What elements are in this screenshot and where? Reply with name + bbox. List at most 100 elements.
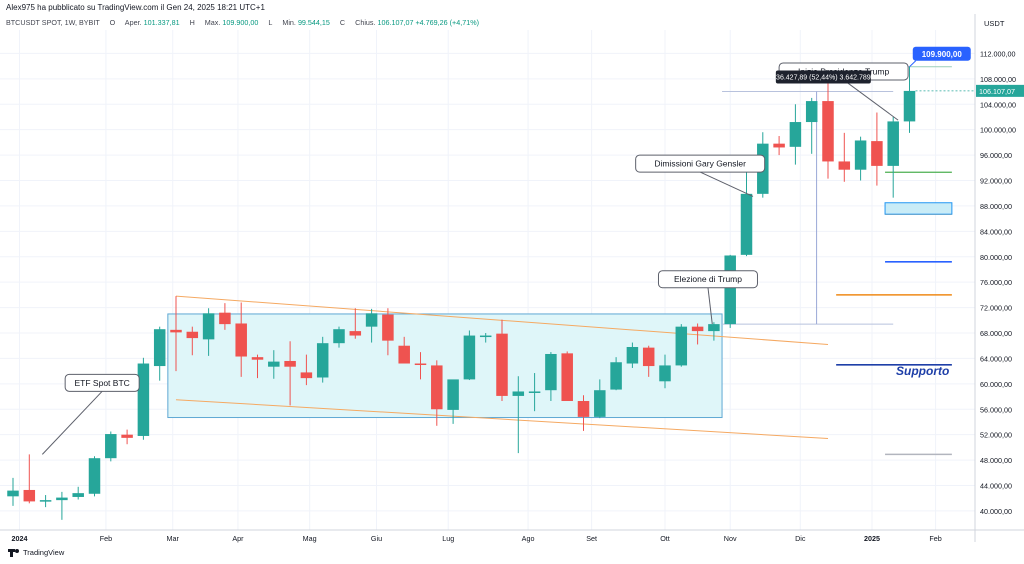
candle-body (854, 140, 867, 170)
y-tick-label: 100.000,00 (980, 126, 1016, 135)
candle-body (887, 121, 899, 166)
y-tick-label: 60.000,00 (980, 380, 1012, 389)
high-value: 109.900,00 (222, 18, 259, 27)
y-tick-label: 72.000,00 (980, 304, 1012, 313)
current-price-badge-label: 106.107,07 (979, 87, 1015, 96)
close-value: 106.107,07 (377, 18, 414, 27)
close-c: C (339, 18, 346, 27)
annotation-label: Elezione di Trump (674, 274, 742, 284)
annotation-pointer (707, 287, 713, 325)
x-tick-label: 2025 (864, 534, 880, 543)
published-by: Alex975 ha pubblicato su TradingView.com… (6, 3, 265, 12)
annotation-pointer (41, 390, 103, 455)
x-tick-label: Set (586, 534, 597, 543)
candle-body (365, 313, 378, 327)
high-h: H (189, 18, 195, 27)
currency-label: USDT (984, 19, 1005, 28)
low-value: 99.544,15 (297, 18, 330, 27)
y-tick-label: 112.000,00 (980, 49, 1015, 58)
tradingview-icon (8, 548, 20, 557)
y-tick-label: 80.000,00 (980, 253, 1012, 262)
candle-body (691, 326, 704, 332)
y-tick-label: 56.000,00 (980, 405, 1012, 414)
support-label: Supporto (896, 364, 950, 378)
x-tick-label: 2024 (12, 534, 28, 543)
candle-body (708, 324, 720, 332)
measure-label: 36.427,89 (52,44%) 3.642.789 (776, 75, 871, 82)
candle-body (398, 345, 410, 364)
open-o: O (109, 18, 116, 27)
annotation-box (64, 373, 140, 392)
candle-body (186, 331, 199, 339)
candle-body (105, 434, 117, 459)
x-tick-label: Giu (371, 534, 382, 543)
y-tick-label: 64.000,00 (980, 354, 1012, 363)
x-tick-label: Apr (232, 534, 244, 543)
x-tick-label: Feb (100, 534, 112, 543)
candle-body (219, 312, 231, 325)
candle-body (577, 401, 590, 417)
candle-body (382, 314, 394, 341)
candle-body (88, 458, 101, 494)
candle-body (528, 391, 541, 393)
candle-body (447, 379, 459, 410)
open-label: Aper. (124, 18, 142, 27)
candle-body (251, 357, 264, 360)
x-tick-label: Lug (442, 534, 454, 543)
candle-body (153, 329, 166, 367)
y-tick-label: 48.000,00 (980, 456, 1012, 465)
candle-body (838, 161, 851, 170)
candle-body (137, 363, 150, 436)
candle-body (23, 489, 36, 502)
candle-body (626, 346, 639, 364)
annotation-pointer (699, 171, 754, 197)
candle-body (496, 333, 508, 396)
candle-body (512, 391, 525, 396)
range-box (167, 313, 723, 419)
x-tick-label: Mar (167, 534, 180, 543)
low-label: Min. (282, 18, 296, 27)
candle-body (789, 122, 802, 147)
y-tick-label: 44.000,00 (980, 482, 1012, 491)
candle-body (268, 361, 280, 367)
candle-body (170, 329, 182, 333)
y-tick-label: 76.000,00 (980, 278, 1012, 287)
change-value: +4.769,26 (+4,71%) (415, 18, 480, 27)
candle-body (479, 335, 492, 338)
x-tick-label: Feb (929, 534, 941, 543)
measure-label-box (775, 70, 871, 84)
candle-body (903, 90, 916, 122)
candle-body (349, 331, 362, 336)
candle-body (431, 365, 443, 410)
high-price-pointer (909, 60, 917, 68)
candle-body (202, 313, 215, 340)
y-tick-label: 40.000,00 (980, 507, 1012, 516)
annotation-pointer (843, 79, 899, 121)
candle-body (642, 347, 655, 367)
ohlc-info-bar: BTCUSDT SPOT, 1W, BYBIT O Aper. 101.337,… (6, 18, 479, 27)
candle-body (463, 335, 476, 380)
annotation-box (635, 154, 766, 173)
annotation-box (657, 270, 758, 289)
candle-body (822, 101, 834, 162)
candle-body (235, 323, 247, 357)
candle-body (316, 343, 329, 378)
x-tick-label: Mag (303, 534, 317, 543)
symbol-label: BTCUSDT SPOT, 1W, BYBIT (6, 18, 100, 27)
tradingview-brand: TradingView (23, 548, 65, 557)
y-tick-label: 104.000,00 (980, 100, 1016, 109)
low-l: L (268, 18, 273, 27)
candle-body (300, 372, 313, 379)
candle-body (72, 493, 84, 497)
candle-body (594, 390, 606, 417)
high-price-label: 109.900,00 (922, 50, 963, 59)
candle-body (871, 141, 883, 166)
y-tick-label: 108.000,00 (980, 75, 1016, 84)
x-tick-label: Ott (660, 534, 670, 543)
candle-body (414, 363, 427, 366)
candle-body (805, 101, 818, 123)
x-tick-label: Ago (522, 534, 535, 543)
tradingview-logo[interactable]: TradingView (8, 548, 64, 557)
candle-body (545, 353, 557, 391)
